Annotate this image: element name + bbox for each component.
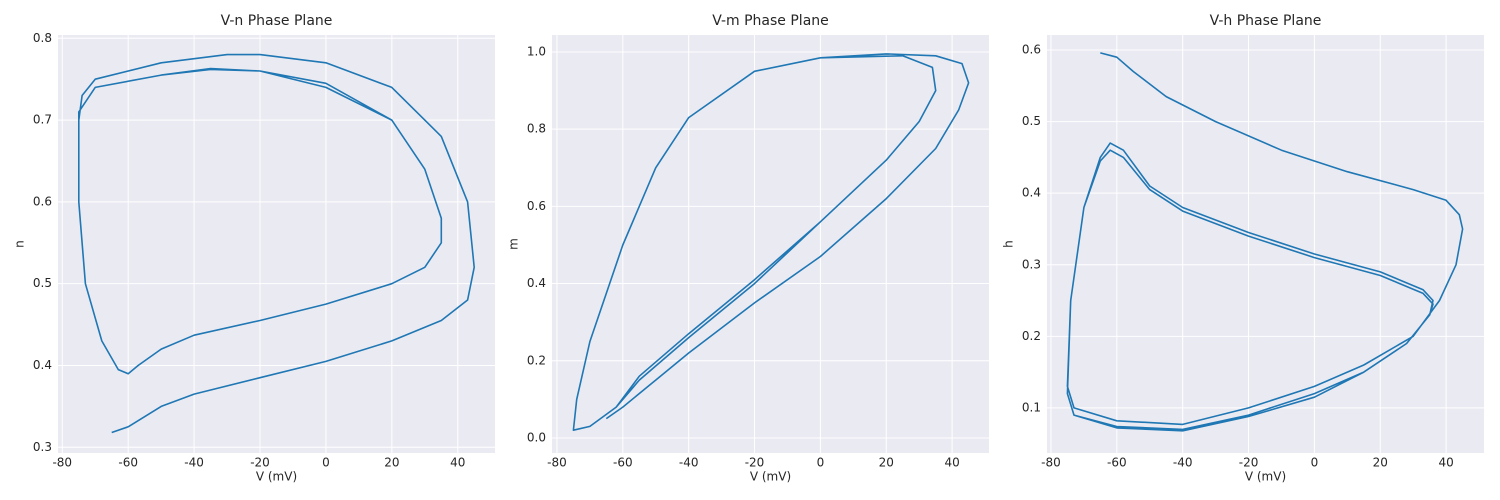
y-tick-label: 0.6	[1022, 43, 1041, 57]
x-tick-label: 40	[450, 456, 465, 470]
y-axis-label: m	[507, 238, 521, 250]
chart-title: V-n Phase Plane	[221, 13, 333, 29]
x-tick-label: 0	[1311, 456, 1319, 470]
y-tick-label: 0.6	[527, 199, 546, 213]
y-tick-label: 0.7	[33, 113, 52, 127]
x-axis-label: V (mV)	[256, 470, 297, 484]
x-tick-label: 40	[944, 456, 959, 470]
x-tick-label: -40	[184, 456, 204, 470]
y-axis-label: n	[13, 240, 27, 248]
x-tick-label: -60	[613, 456, 633, 470]
plot-area	[58, 35, 495, 453]
x-tick-label: -40	[1173, 456, 1193, 470]
panel: -80 -60 -40 -20 0 20 40 0.0 0.2 0.4 0.6 0.8 1.0 V-m P…	[507, 13, 989, 484]
x-tick-label: -80	[1041, 456, 1061, 470]
trajectory	[572, 53, 970, 431]
y-tick-label: 0.8	[527, 122, 546, 136]
y-tick-label: 0.3	[33, 440, 52, 454]
y-tick-label: 1.0	[527, 44, 546, 58]
y-axis-label: h	[1002, 240, 1016, 248]
plot-area	[1047, 35, 1484, 453]
y-tick-label: 0.5	[33, 276, 52, 290]
x-axis-label: V (mV)	[1245, 470, 1286, 484]
panel: -80 -60 -40 -20 0 20 40 0.3 0.4 0.5 0.6 0.7 0.8 V-n P…	[13, 13, 495, 484]
y-tick-label: 0.3	[1022, 257, 1041, 271]
y-tick-label: 0.4	[1022, 186, 1041, 200]
chart-title: V-m Phase Plane	[712, 13, 829, 29]
y-tick-label: 0.2	[1022, 329, 1041, 343]
x-tick-label: -20	[250, 456, 270, 470]
x-tick-label: -80	[547, 456, 567, 470]
trajectory	[78, 53, 475, 434]
x-tick-label: 0	[817, 456, 825, 470]
plot-area	[552, 35, 989, 453]
x-tick-label: -80	[52, 456, 72, 470]
y-tick-label: 0.6	[33, 194, 52, 208]
x-tick-label: 20	[384, 456, 399, 470]
x-axis-label: V (mV)	[750, 470, 791, 484]
y-tick-label: 0.0	[527, 430, 546, 444]
y-tick-label: 0.4	[33, 358, 52, 372]
x-tick-label: 0	[322, 456, 330, 470]
trajectory	[1066, 52, 1464, 432]
y-tick-label: 0.1	[1022, 400, 1041, 414]
x-tick-label: 20	[879, 456, 894, 470]
x-tick-label: 40	[1438, 456, 1453, 470]
x-tick-label: 20	[1373, 456, 1388, 470]
y-tick-label: 0.8	[33, 31, 52, 45]
y-tick-label: 0.2	[527, 353, 546, 367]
y-tick-label: 0.5	[1022, 114, 1041, 128]
x-tick-label: -40	[679, 456, 699, 470]
panel: -80 -60 -40 -20 0 20 40 0.1 0.2 0.3 0.4 0.5 0.6 V-h P…	[1002, 13, 1484, 484]
x-tick-label: -20	[1239, 456, 1259, 470]
x-tick-label: -60	[118, 456, 138, 470]
chart-title: V-h Phase Plane	[1210, 13, 1322, 29]
x-tick-label: -60	[1107, 456, 1127, 470]
y-tick-label: 0.4	[527, 276, 546, 290]
x-tick-label: -20	[745, 456, 765, 470]
